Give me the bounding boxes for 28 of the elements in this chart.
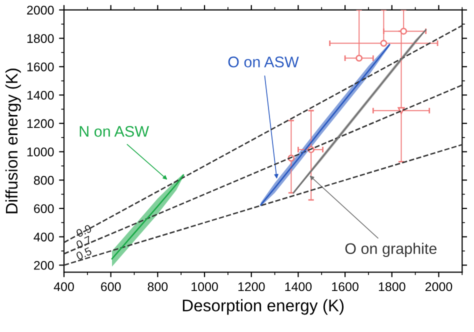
x-tick-label: 1800 [378,282,406,292]
x-tick-label: 1000 [192,282,218,292]
annotation: N on ASW [80,126,150,137]
y-tick-label: 600 [34,204,54,214]
annotation: O on graphite [345,242,437,258]
annotation: O on ASW [228,56,299,68]
y-tick-label: 800 [34,176,54,185]
x-tick-label: 1200 [238,282,265,292]
text: 0.5 [76,246,92,260]
x-tick-label: 1400 [285,282,312,292]
y-tick-label: 1000 [27,148,54,156]
point [380,40,388,47]
x-tick-label: 400 [54,282,74,292]
y-tick-label: 400 [34,232,54,242]
x-tick-label: 800 [148,282,168,292]
y-tick-label: 1800 [27,34,54,43]
point [356,54,363,62]
y-tick-label: 1400 [27,90,54,100]
y-tick-label: 200 [34,260,54,270]
x-tick-label: 2000 [425,282,452,292]
y-tick-label: 2000 [27,6,54,15]
x-tick-label: 1600 [332,282,358,292]
y-tick-label: 1600 [27,62,54,72]
y-tick-label: 1200 [27,119,54,128]
x-tick-label: 600 [101,282,121,292]
x-axis-title: Desorption energy (K) [182,299,344,315]
point [398,107,405,114]
y-axis-title: Diffusion energy (K) [5,68,21,214]
